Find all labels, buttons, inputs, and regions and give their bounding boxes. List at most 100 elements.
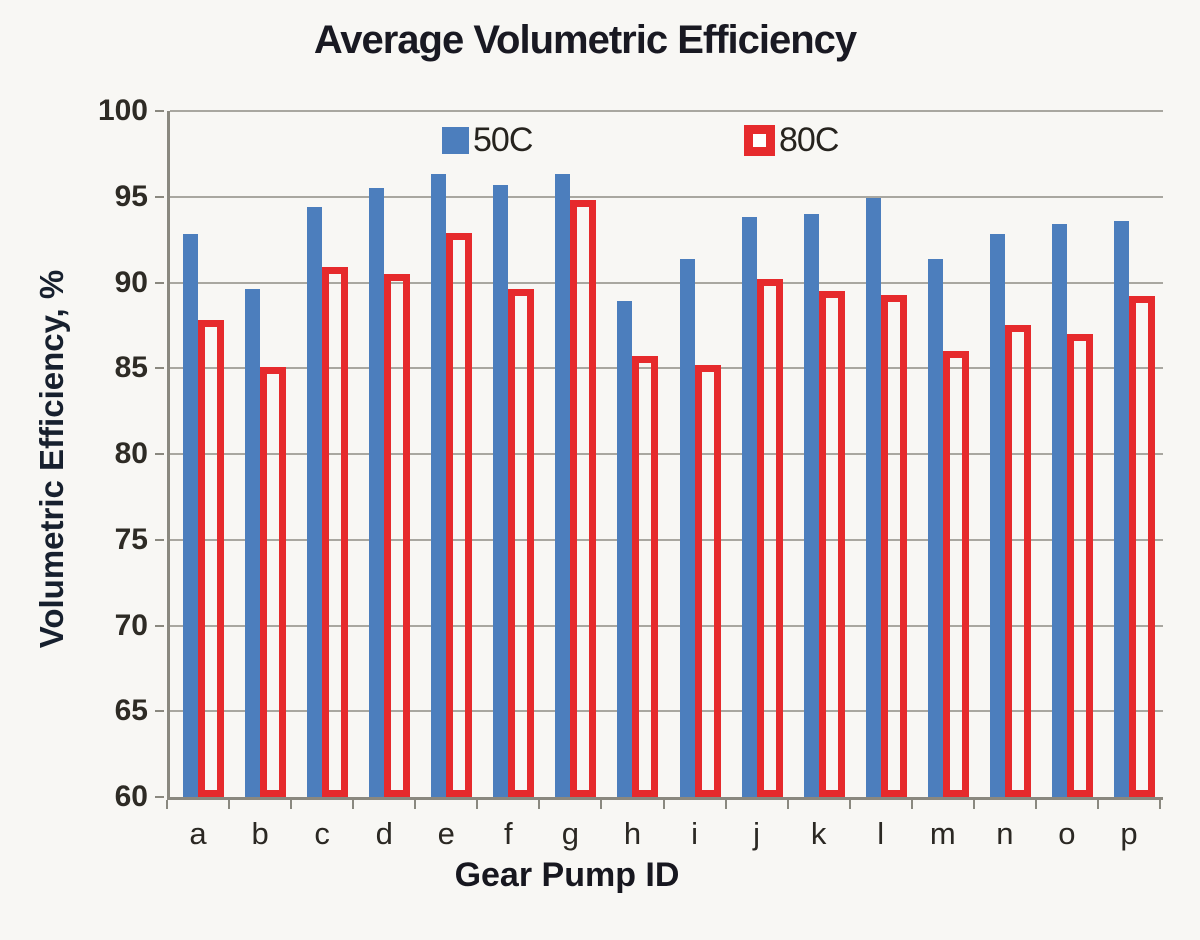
bar-80c-m bbox=[942, 351, 969, 797]
bar-50c-l bbox=[865, 198, 881, 797]
x-category-label-m: m bbox=[929, 816, 956, 851]
x-category-label-a: a bbox=[189, 816, 207, 851]
gridline-65 bbox=[170, 710, 1163, 713]
bar-50c-g bbox=[555, 174, 571, 797]
x-category-label-d: d bbox=[375, 816, 393, 851]
gridline-70 bbox=[170, 624, 1163, 627]
bar-group-k bbox=[791, 111, 853, 797]
x-category-label-e: e bbox=[437, 816, 455, 851]
bar-50c-n bbox=[989, 234, 1005, 797]
x-category-label-n: n bbox=[996, 816, 1014, 851]
bars-layer bbox=[170, 111, 1163, 797]
y-tick-60 bbox=[155, 796, 164, 798]
x-tick-13 bbox=[972, 800, 975, 809]
gridline-95 bbox=[170, 195, 1163, 198]
gridline-100 bbox=[170, 110, 1163, 112]
bar-50c-f bbox=[493, 184, 509, 797]
y-tick-label-65: 65 bbox=[114, 694, 148, 728]
x-tick-14 bbox=[1034, 800, 1037, 809]
x-category-label-o: o bbox=[1058, 816, 1076, 851]
bar-50c-c bbox=[307, 207, 323, 797]
bar-group-c bbox=[294, 111, 356, 797]
bar-80c-e bbox=[446, 232, 473, 797]
x-tick-6 bbox=[538, 800, 541, 809]
bar-50c-e bbox=[431, 174, 447, 797]
y-tick-90 bbox=[155, 281, 164, 284]
bar-50c-o bbox=[1051, 224, 1067, 797]
bar-80c-i bbox=[694, 364, 721, 797]
chart-title: Average Volumetric Efficiency bbox=[313, 18, 857, 62]
bar-80c-f bbox=[508, 289, 535, 797]
bar-50c-h bbox=[617, 301, 633, 797]
x-category-label-h: h bbox=[623, 816, 642, 851]
x-tick-4 bbox=[414, 800, 417, 809]
x-category-label-i: i bbox=[691, 816, 698, 851]
y-tick-label-70: 70 bbox=[114, 608, 148, 642]
x-tick-9 bbox=[724, 800, 727, 809]
y-tick-label-85: 85 bbox=[114, 351, 148, 385]
bar-50c-b bbox=[245, 289, 261, 797]
x-tick-16 bbox=[1159, 800, 1161, 809]
bar-80c-g bbox=[570, 200, 597, 797]
x-category-label-j: j bbox=[753, 816, 761, 851]
y-tick-label-75: 75 bbox=[114, 522, 148, 556]
x-tick-0 bbox=[166, 800, 168, 809]
bar-group-g bbox=[542, 111, 604, 797]
bar-80c-b bbox=[260, 366, 287, 797]
bar-group-e bbox=[418, 111, 480, 797]
x-tick-12 bbox=[910, 800, 913, 809]
y-tick-label-60: 60 bbox=[114, 780, 148, 813]
y-tick-75 bbox=[155, 538, 164, 541]
bar-50c-i bbox=[679, 258, 695, 797]
x-category-label-l: l bbox=[877, 816, 885, 851]
bar-group-a bbox=[170, 111, 232, 797]
legend-label-80c: 80C bbox=[779, 121, 839, 159]
y-tick-100 bbox=[155, 110, 164, 112]
legend-marker-80c-icon bbox=[744, 125, 775, 156]
bar-50c-m bbox=[927, 258, 943, 797]
bar-group-d bbox=[356, 111, 418, 797]
y-tick-85 bbox=[155, 367, 164, 370]
bar-80c-k bbox=[818, 291, 845, 797]
legend-marker-50c-icon bbox=[442, 127, 469, 154]
bar-group-o bbox=[1039, 111, 1101, 797]
bar-group-m bbox=[915, 111, 977, 797]
x-category-labels: a b c d e f g h i j k l m n o p bbox=[167, 816, 1160, 852]
bar-group-i bbox=[667, 111, 729, 797]
x-category-label-b: b bbox=[251, 816, 269, 851]
gridline-85 bbox=[170, 367, 1163, 370]
bar-50c-k bbox=[803, 213, 819, 797]
legend-item-80c: 80C bbox=[744, 121, 839, 160]
bar-80c-c bbox=[322, 267, 349, 797]
gridline-75 bbox=[170, 538, 1163, 541]
bar-group-b bbox=[232, 111, 294, 797]
x-tick-15 bbox=[1096, 800, 1099, 809]
x-category-label-f: f bbox=[504, 816, 513, 851]
bar-80c-l bbox=[880, 294, 907, 797]
y-tick-95 bbox=[155, 195, 164, 198]
y-tick-label-100: 100 bbox=[97, 94, 148, 127]
x-category-label-c: c bbox=[314, 816, 330, 851]
x-category-label-k: k bbox=[810, 816, 827, 851]
bar-80c-o bbox=[1066, 333, 1093, 797]
x-tick-3 bbox=[352, 800, 355, 809]
bar-50c-j bbox=[741, 217, 757, 797]
bar-group-j bbox=[729, 111, 791, 797]
y-tick-label-80: 80 bbox=[114, 437, 148, 470]
gridline-90 bbox=[170, 281, 1163, 284]
bar-80c-a bbox=[198, 320, 224, 797]
y-tick-label-90: 90 bbox=[114, 265, 148, 299]
bar-50c-d bbox=[369, 188, 385, 797]
x-tick-7 bbox=[600, 800, 603, 809]
x-tick-2 bbox=[290, 800, 293, 809]
bar-group-l bbox=[853, 111, 915, 797]
y-tick-80 bbox=[155, 453, 164, 455]
x-category-label-p: p bbox=[1120, 816, 1138, 851]
y-tick-70 bbox=[155, 624, 164, 627]
y-tick-label-95: 95 bbox=[114, 179, 148, 213]
bar-80c-j bbox=[756, 279, 783, 797]
bar-80c-n bbox=[1004, 325, 1031, 797]
y-tick-65 bbox=[155, 710, 164, 713]
legend-item-50c: 50C bbox=[442, 121, 533, 160]
bar-80c-p bbox=[1128, 296, 1155, 797]
